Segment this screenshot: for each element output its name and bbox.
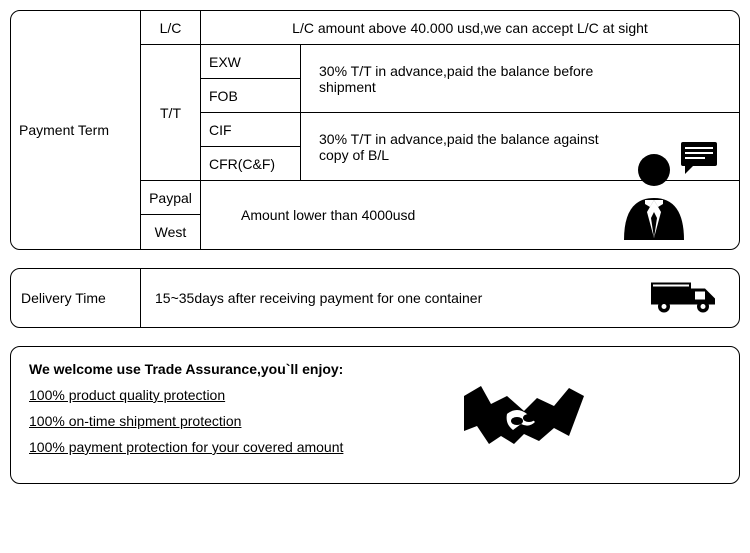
tt-description-1: 30% T/T in advance,paid the balance befo… xyxy=(301,45,739,113)
assurance-line-2: 100% on-time shipment protection xyxy=(29,413,721,429)
assurance-line-1: 100% product quality protection xyxy=(29,387,721,403)
trade-assurance-panel: We welcome use Trade Assurance,you`ll en… xyxy=(10,346,740,484)
fob-label: FOB xyxy=(201,79,301,113)
west-label: West xyxy=(141,215,201,249)
cfr-label: CFR(C&F) xyxy=(201,147,301,181)
assurance-title: We welcome use Trade Assurance,you`ll en… xyxy=(29,361,721,377)
payment-term-label: Payment Term xyxy=(11,11,141,249)
truck-icon xyxy=(649,277,719,320)
tt-label: T/T xyxy=(141,45,201,181)
delivery-text-span: 15~35days after receiving payment for on… xyxy=(155,290,482,306)
delivery-time-label: Delivery Time xyxy=(11,269,141,327)
delivery-time-text: 15~35days after receiving payment for on… xyxy=(141,269,739,327)
assurance-line-3: 100% payment protection for your covered… xyxy=(29,439,721,455)
delivery-grid: Delivery Time 15~35days after receiving … xyxy=(11,269,739,327)
paypal-label: Paypal xyxy=(141,181,201,215)
payment-term-panel: Payment Term L/C L/C amount above 40.000… xyxy=(10,10,740,250)
cif-label: CIF xyxy=(201,113,301,147)
businessperson-icon xyxy=(609,140,719,243)
delivery-time-panel: Delivery Time 15~35days after receiving … xyxy=(10,268,740,328)
handshake-icon xyxy=(459,366,589,464)
exw-label: EXW xyxy=(201,45,301,79)
lc-description: L/C amount above 40.000 usd,we can accep… xyxy=(201,11,739,45)
lc-label: L/C xyxy=(141,11,201,45)
